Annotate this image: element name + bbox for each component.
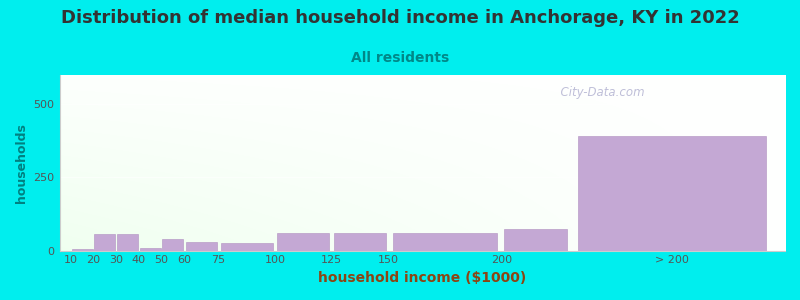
Bar xyxy=(334,233,386,250)
Bar xyxy=(140,248,161,250)
Bar xyxy=(94,235,115,250)
Y-axis label: households: households xyxy=(15,123,28,203)
Bar xyxy=(162,239,183,250)
Bar xyxy=(393,233,497,250)
Text: All residents: All residents xyxy=(351,51,449,65)
X-axis label: household income ($1000): household income ($1000) xyxy=(318,271,526,285)
Bar xyxy=(504,229,567,250)
Bar xyxy=(221,243,273,250)
Bar xyxy=(277,233,330,250)
Bar xyxy=(117,235,138,250)
Text: Distribution of median household income in Anchorage, KY in 2022: Distribution of median household income … xyxy=(61,9,739,27)
Bar xyxy=(72,249,93,250)
Text: City-Data.com: City-Data.com xyxy=(553,85,645,98)
Bar xyxy=(186,242,217,250)
Bar xyxy=(578,136,766,250)
